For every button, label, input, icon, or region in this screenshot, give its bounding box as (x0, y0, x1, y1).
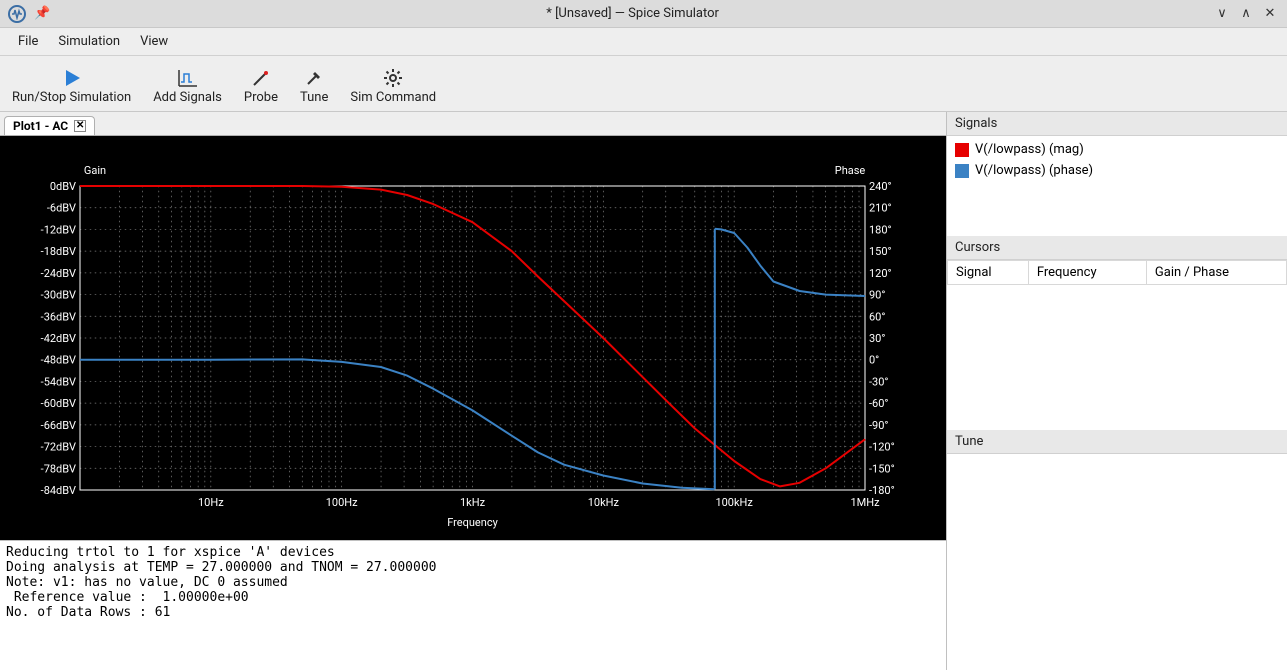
menu-file[interactable]: File (8, 34, 48, 49)
svg-text:60°: 60° (869, 310, 885, 323)
signal-item-phase[interactable]: V(/lowpass) (phase) (955, 163, 1279, 178)
tab-label: Plot1 - AC (13, 119, 68, 133)
side-panels: Signals V(/lowpass) (mag) V(/lowpass) (p… (947, 112, 1287, 670)
run-stop-label: Run/Stop Simulation (12, 90, 131, 105)
gear-icon (383, 66, 403, 90)
menu-view[interactable]: View (130, 34, 178, 49)
svg-text:1MHz: 1MHz (850, 496, 880, 509)
signal-label-phase: V(/lowpass) (phase) (975, 163, 1093, 178)
svg-text:-54dBV: -54dBV (41, 375, 76, 388)
svg-text:-84dBV: -84dBV (41, 484, 76, 497)
probe-icon (251, 66, 271, 90)
svg-text:1kHz: 1kHz (460, 496, 486, 509)
add-signals-label: Add Signals (153, 90, 222, 105)
svg-text:-6dBV: -6dBV (47, 202, 76, 215)
plot-tabs: Plot1 - AC ✕ (0, 112, 946, 136)
cursors-panel: Signal Frequency Gain / Phase (947, 260, 1287, 430)
svg-text:240°: 240° (869, 180, 892, 193)
titlebar: 📌 * [Unsaved] — Spice Simulator ∨ ∧ ✕ (0, 0, 1287, 28)
cursors-panel-title: Cursors (947, 236, 1287, 260)
svg-text:120°: 120° (869, 267, 892, 280)
svg-text:180°: 180° (869, 223, 892, 236)
signal-item-mag[interactable]: V(/lowpass) (mag) (955, 142, 1279, 157)
svg-text:-30°: -30° (869, 375, 889, 388)
probe-label: Probe (244, 90, 278, 105)
svg-text:-66dBV: -66dBV (41, 419, 76, 432)
svg-text:-90°: -90° (869, 419, 889, 432)
svg-text:100kHz: 100kHz (715, 496, 753, 509)
signal-label-mag: V(/lowpass) (mag) (975, 142, 1084, 157)
svg-text:210°: 210° (869, 202, 892, 215)
svg-text:Gain: Gain (84, 164, 106, 177)
probe-button[interactable]: Probe (244, 66, 278, 105)
svg-text:-60°: -60° (869, 397, 889, 410)
signal-swatch-mag (955, 143, 969, 157)
main-area: Plot1 - AC ✕ 0dBV 240° -6dBV 210° -12dBV 180°… (0, 112, 947, 670)
play-icon (62, 66, 82, 90)
cursors-col-signal[interactable]: Signal (948, 261, 1029, 285)
svg-text:-18dBV: -18dBV (41, 245, 76, 258)
tune-panel (947, 454, 1287, 670)
svg-text:0°: 0° (869, 354, 879, 367)
cursors-table: Signal Frequency Gain / Phase (947, 260, 1287, 285)
svg-text:30°: 30° (869, 332, 885, 345)
svg-text:-24dBV: -24dBV (41, 267, 76, 280)
svg-text:10Hz: 10Hz (198, 496, 224, 509)
svg-text:100Hz: 100Hz (326, 496, 358, 509)
plot-svg: 0dBV 240° -6dBV 210° -12dBV 180° -18dBV 150° -24… (0, 136, 945, 540)
signals-panel: V(/lowpass) (mag) V(/lowpass) (phase) (947, 136, 1287, 236)
svg-text:-30dBV: -30dBV (41, 289, 76, 302)
cursors-col-frequency[interactable]: Frequency (1028, 261, 1146, 285)
signal-swatch-phase (955, 164, 969, 178)
tab-plot1[interactable]: Plot1 - AC ✕ (4, 116, 95, 135)
close-button[interactable]: ✕ (1261, 6, 1279, 21)
app-logo-icon (8, 5, 26, 23)
tab-close-icon[interactable]: ✕ (74, 120, 86, 132)
svg-text:-72dBV: -72dBV (41, 441, 76, 454)
svg-text:90°: 90° (869, 289, 885, 302)
svg-text:-42dBV: -42dBV (41, 332, 76, 345)
signals-panel-title: Signals (947, 112, 1287, 136)
add-signals-icon (177, 66, 199, 90)
tune-icon (304, 66, 324, 90)
sim-command-label: Sim Command (350, 90, 436, 105)
add-signals-button[interactable]: Add Signals (153, 66, 222, 105)
tune-button[interactable]: Tune (300, 66, 328, 105)
plot-area[interactable]: 0dBV 240° -6dBV 210° -12dBV 180° -18dBV 150° -24… (0, 136, 946, 540)
svg-text:-12dBV: -12dBV (41, 223, 76, 236)
svg-text:0dBV: 0dBV (50, 180, 76, 193)
cursors-col-gainphase[interactable]: Gain / Phase (1146, 261, 1286, 285)
menu-simulation[interactable]: Simulation (48, 34, 130, 49)
minimize-button[interactable]: ∨ (1213, 6, 1231, 21)
pin-icon[interactable]: 📌 (34, 6, 50, 21)
tune-label: Tune (300, 90, 328, 105)
toolbar: Run/Stop Simulation Add Signals Probe Tu… (0, 56, 1287, 112)
svg-text:-36dBV: -36dBV (41, 310, 76, 323)
run-stop-button[interactable]: Run/Stop Simulation (12, 66, 131, 105)
sim-command-button[interactable]: Sim Command (350, 66, 436, 105)
window-title: * [Unsaved] — Spice Simulator (58, 6, 1207, 21)
svg-text:-150°: -150° (869, 462, 895, 475)
svg-text:-78dBV: -78dBV (41, 462, 76, 475)
svg-text:Phase: Phase (835, 164, 866, 177)
tune-panel-title: Tune (947, 430, 1287, 454)
menubar: File Simulation View (0, 28, 1287, 56)
svg-text:Frequency: Frequency (447, 516, 498, 529)
maximize-button[interactable]: ∧ (1237, 6, 1255, 21)
svg-text:150°: 150° (869, 245, 892, 258)
console-output: Reducing trtol to 1 for xspice 'A' devic… (0, 540, 946, 670)
svg-text:-60dBV: -60dBV (41, 397, 76, 410)
svg-text:10kHz: 10kHz (588, 496, 620, 509)
svg-text:-120°: -120° (869, 441, 895, 454)
svg-text:-48dBV: -48dBV (41, 354, 76, 367)
